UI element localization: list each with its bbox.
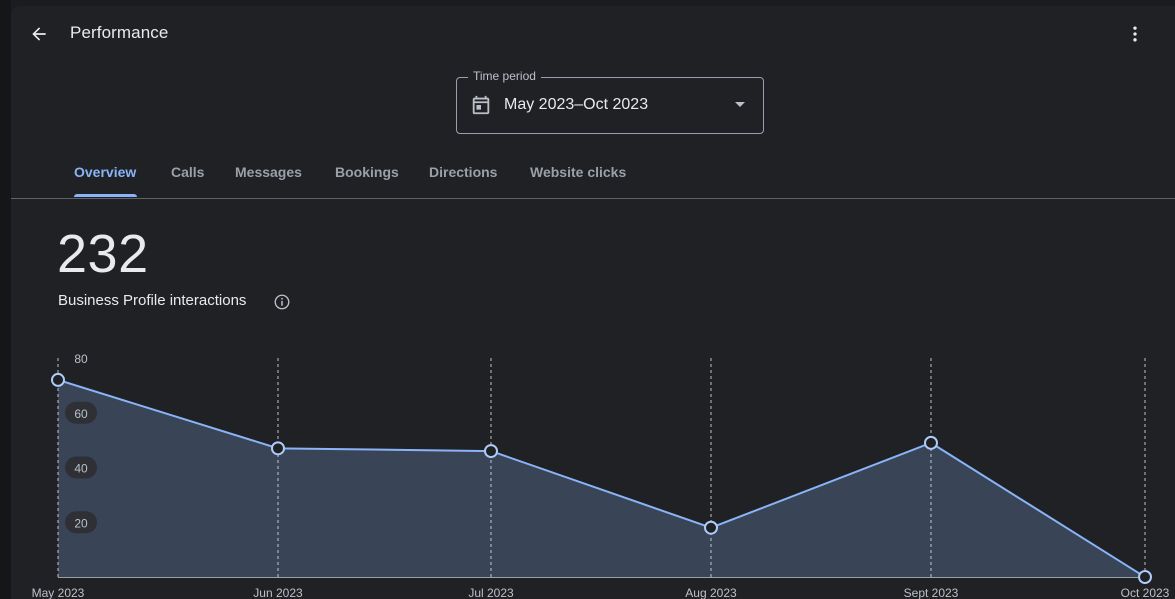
tab-bar: Overview Calls Messages Bookings Directi… — [11, 156, 1175, 199]
interactions-chart: 20 40 60 80 May 2023 Jun 2023 Jul 2023 Aug 2023… — [32, 352, 1170, 599]
chart-line — [57, 378, 1146, 578]
x-tick-label-2: Jul 2023 — [468, 586, 514, 599]
data-point-4 — [924, 435, 938, 450]
tab-calls[interactable]: Calls — [171, 164, 205, 180]
active-tab-indicator — [74, 194, 137, 197]
tab-overview[interactable]: Overview — [74, 164, 137, 180]
time-period-select[interactable]: Time period May 2023–Oct 2023 — [456, 69, 764, 134]
more-vert-icon — [1133, 26, 1137, 42]
arrow-back-icon — [32, 27, 46, 41]
y-tick-pill-60 — [65, 401, 97, 424]
interactions-label: Business Profile interactions — [58, 292, 247, 309]
back-button[interactable] — [25, 20, 53, 48]
x-tick-label-0: May 2023 — [32, 586, 85, 599]
y-tick-label-40: 40 — [74, 462, 88, 476]
data-point-0 — [51, 372, 65, 387]
x-tick-label-5: Oct 2023 — [1121, 586, 1170, 599]
y-tick-pill-40 — [65, 456, 97, 479]
x-tick-label-3: Aug 2023 — [685, 586, 737, 599]
y-tick-label-20: 20 — [74, 516, 88, 530]
y-tick-label-60: 60 — [74, 407, 88, 421]
chart-area — [58, 379, 1145, 577]
y-tick-pill-20 — [65, 511, 97, 534]
tab-messages[interactable]: Messages — [235, 164, 302, 180]
data-point-5 — [1138, 570, 1152, 584]
more-options-button[interactable] — [1121, 20, 1149, 48]
time-period-label: Time period — [468, 69, 541, 83]
tab-website-clicks[interactable]: Website clicks — [530, 164, 627, 180]
x-tick-label-1: Jun 2023 — [253, 586, 303, 599]
page-title: Performance — [70, 23, 169, 42]
time-period-value: May 2023–Oct 2023 — [504, 96, 649, 113]
chevron-down-icon — [735, 102, 745, 107]
x-tick-label-4: Sept 2023 — [904, 586, 959, 599]
info-icon[interactable] — [273, 293, 291, 311]
tab-bookings[interactable]: Bookings — [335, 164, 399, 180]
tab-directions[interactable]: Directions — [429, 164, 498, 180]
performance-panel: Performance Time period May 2023–Oct 202… — [11, 6, 1175, 599]
data-point-1 — [271, 441, 285, 456]
interactions-total: 232 — [57, 224, 149, 284]
data-point-3 — [704, 520, 718, 535]
y-tick-label-80: 80 — [74, 352, 88, 366]
background-strip — [0, 0, 11, 599]
header: Performance — [11, 6, 1175, 62]
calendar-icon — [472, 95, 490, 115]
data-point-2 — [484, 444, 498, 459]
